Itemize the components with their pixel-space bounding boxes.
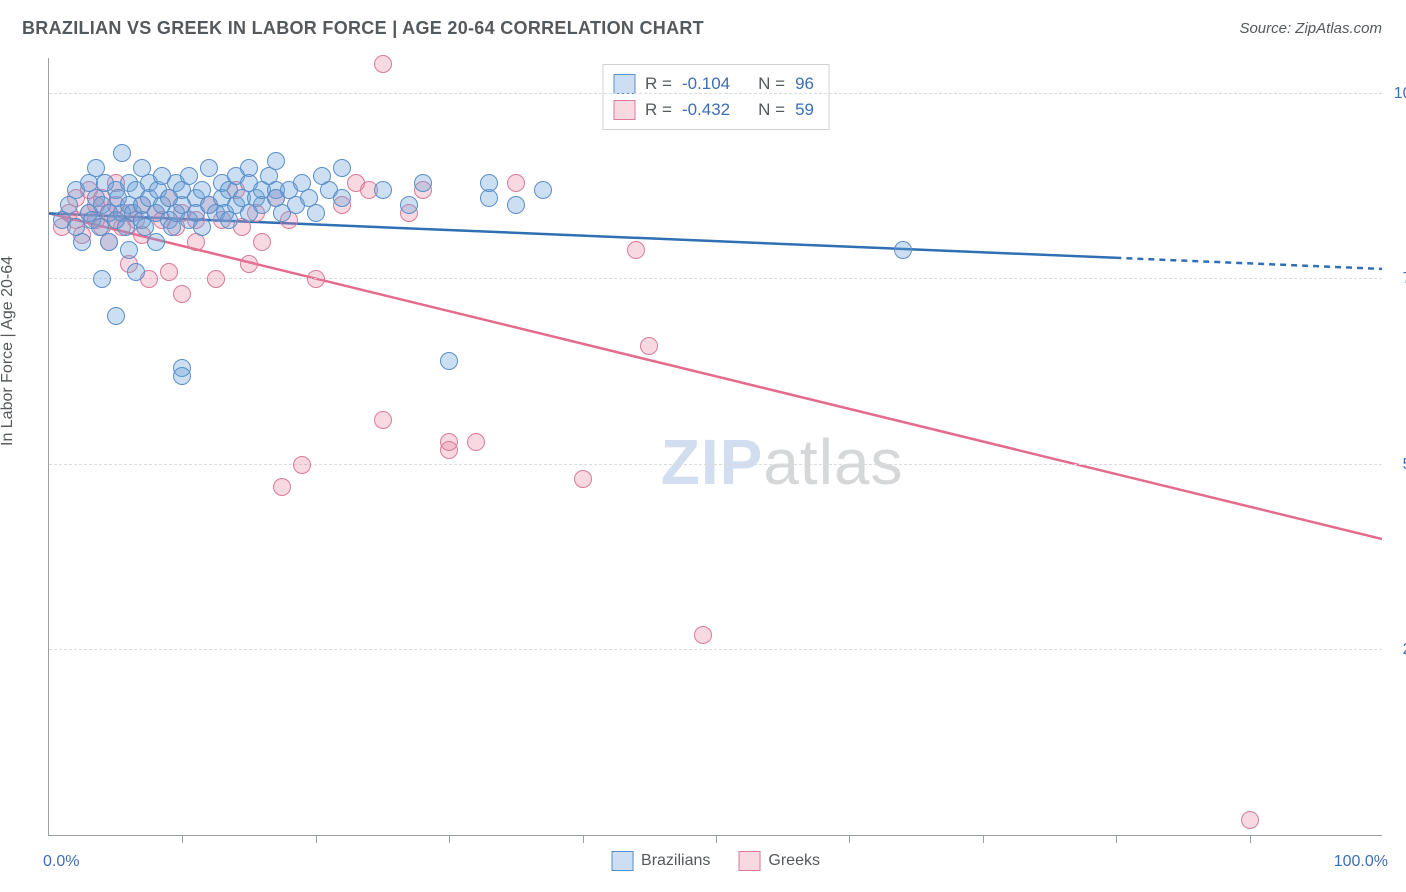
y-tick-label: 25.0% — [1388, 641, 1406, 659]
legend-label-greeks: Greeks — [768, 852, 820, 870]
brazilians-point — [200, 159, 218, 177]
watermark: ZIPatlas — [661, 425, 904, 499]
gridline — [49, 93, 1382, 94]
greeks-point — [440, 433, 458, 451]
brazilians-point — [173, 367, 191, 385]
x-tick — [182, 835, 183, 843]
x-tick — [716, 835, 717, 843]
stat-R-label: R = — [645, 97, 672, 123]
y-axis-label: In Labor Force | Age 20-64 — [0, 256, 17, 446]
greeks-point — [307, 270, 325, 288]
brazilians-point — [400, 196, 418, 214]
x-tick — [316, 835, 317, 843]
chart-title: BRAZILIAN VS GREEK IN LABOR FORCE | AGE … — [22, 18, 704, 39]
greeks-point — [160, 263, 178, 281]
swatch-brazilians — [611, 851, 633, 871]
brazilians-point — [193, 218, 211, 236]
brazilians-point — [333, 189, 351, 207]
gridline — [49, 649, 1382, 650]
brazilians-point — [307, 204, 325, 222]
brazilians-point — [440, 352, 458, 370]
greeks-point — [273, 478, 291, 496]
stat-N-label: N = — [758, 97, 785, 123]
greeks-point — [1241, 811, 1259, 829]
greeks-point — [640, 337, 658, 355]
brazilians-point — [127, 263, 145, 281]
greeks-point — [173, 285, 191, 303]
stats-legend: R = -0.104 N = 96 R = -0.432 N = 59 — [602, 64, 829, 130]
brazilians-point — [333, 159, 351, 177]
brazilians-point — [93, 270, 111, 288]
brazilians-point — [147, 233, 165, 251]
brazilians-point — [100, 233, 118, 251]
greeks-point — [293, 456, 311, 474]
brazilians-point — [113, 144, 131, 162]
brazilians-point — [374, 181, 392, 199]
legend-item-brazilians: Brazilians — [611, 851, 710, 871]
greeks-point — [240, 255, 258, 273]
brazilians-point — [894, 241, 912, 259]
x-tick — [1250, 835, 1251, 843]
watermark-atlas: atlas — [763, 426, 903, 498]
swatch-greeks — [738, 851, 760, 871]
brazilians-point — [480, 174, 498, 192]
swatch-greeks — [613, 100, 635, 120]
legend-label-brazilians: Brazilians — [641, 852, 710, 870]
greeks-point — [374, 411, 392, 429]
brazilians-point — [73, 233, 91, 251]
brazilians-point — [120, 241, 138, 259]
gridline — [49, 464, 1382, 465]
y-tick-label: 75.0% — [1388, 270, 1406, 288]
brazilians-point — [107, 307, 125, 325]
greeks-point — [467, 433, 485, 451]
x-tick — [583, 835, 584, 843]
x-axis-min-label: 0.0% — [43, 853, 79, 871]
x-tick — [1116, 835, 1117, 843]
brazilians-point — [534, 181, 552, 199]
watermark-zip: ZIP — [661, 426, 764, 498]
brazilians-point — [267, 152, 285, 170]
swatch-brazilians — [613, 74, 635, 94]
greeks-point — [627, 241, 645, 259]
source-label: Source: ZipAtlas.com — [1239, 20, 1382, 37]
brazilians-point — [240, 159, 258, 177]
greeks-point — [507, 174, 525, 192]
stat-N-greeks: 59 — [795, 97, 814, 123]
chart-container: BRAZILIAN VS GREEK IN LABOR FORCE | AGE … — [0, 0, 1406, 892]
y-tick-label: 50.0% — [1388, 456, 1406, 474]
x-tick — [983, 835, 984, 843]
stats-row-greeks: R = -0.432 N = 59 — [613, 97, 814, 123]
greeks-point — [253, 233, 271, 251]
brazilians-point — [180, 167, 198, 185]
gridline — [49, 278, 1382, 279]
brazilians-point — [414, 174, 432, 192]
greeks-point — [694, 626, 712, 644]
bottom-legend: Brazilians Greeks — [611, 851, 820, 871]
x-tick — [449, 835, 450, 843]
greeks-point — [374, 55, 392, 73]
legend-item-greeks: Greeks — [738, 851, 820, 871]
x-axis-max-label: 100.0% — [1334, 853, 1388, 871]
plot-area: ZIPatlas 0.0% 100.0% R = -0.104 N = 96 R… — [48, 58, 1382, 836]
brazilians-point — [507, 196, 525, 214]
greeks-point — [574, 470, 592, 488]
stat-R-greeks: -0.432 — [682, 97, 730, 123]
greeks-point — [207, 270, 225, 288]
x-tick — [849, 835, 850, 843]
y-tick-label: 100.0% — [1388, 85, 1406, 103]
